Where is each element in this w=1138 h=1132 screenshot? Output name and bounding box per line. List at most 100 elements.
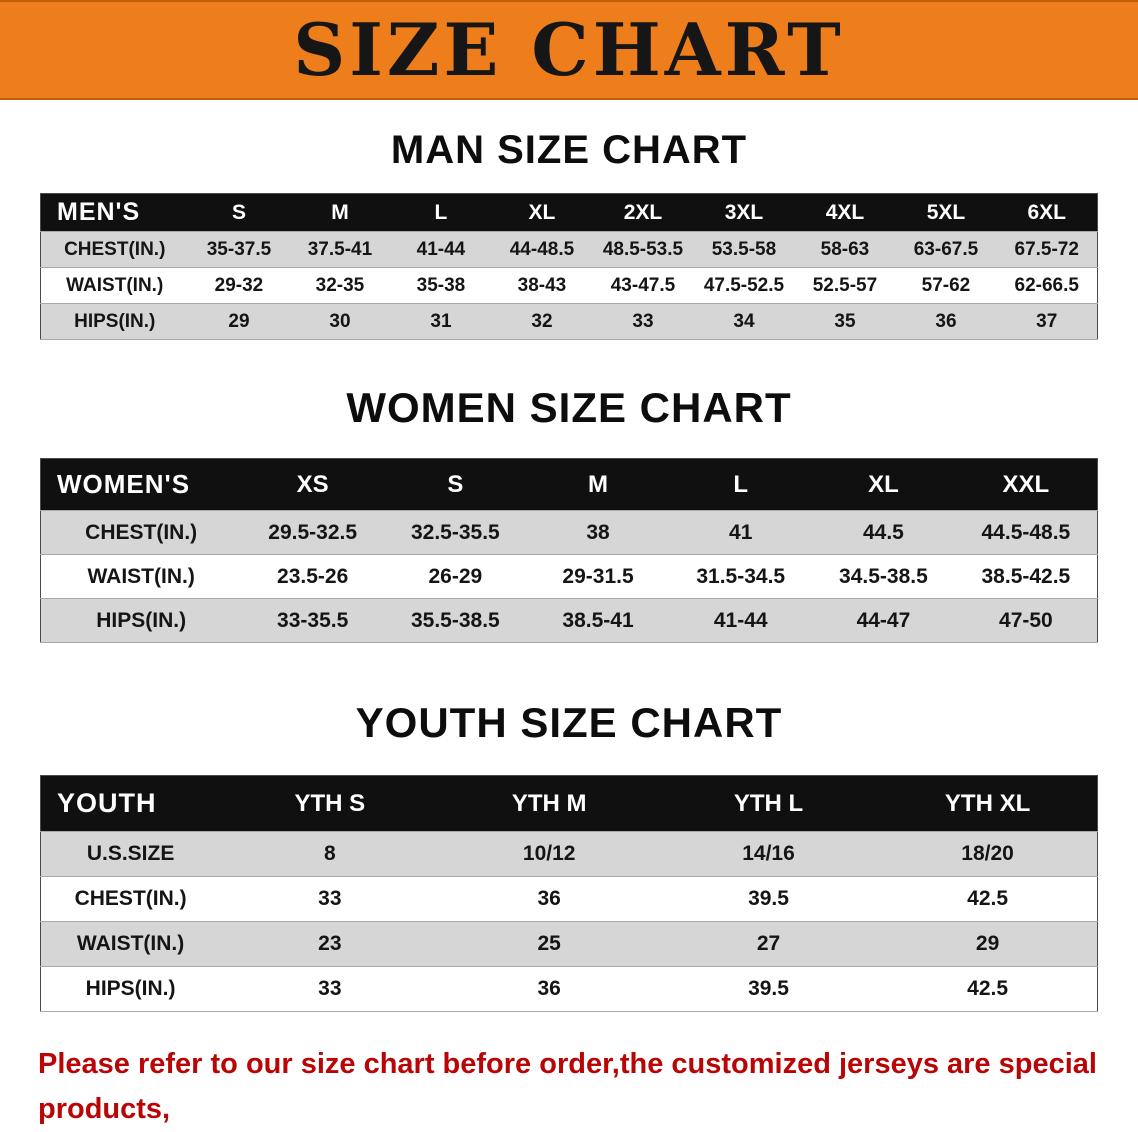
value-cell: 35-37.5 — [188, 231, 290, 268]
value-cell: 63-67.5 — [895, 231, 997, 268]
value-cell: 31.5-34.5 — [669, 554, 813, 599]
disclaimer: Please refer to our size chart before or… — [0, 1042, 1138, 1132]
table-title-cell: WOMEN'S — [40, 458, 242, 511]
value-cell: 41-44 — [390, 231, 492, 268]
value-cell: 37.5-41 — [289, 231, 391, 268]
value-cell: 26-29 — [384, 554, 527, 599]
value-cell: 38-43 — [491, 267, 593, 304]
table-row: WAIST(IN.) 23 25 27 29 — [40, 921, 1098, 967]
value-cell: 53.5-58 — [693, 231, 795, 268]
row-label-cell: HIPS(IN.) — [40, 303, 189, 340]
value-cell: 42.5 — [878, 876, 1098, 922]
table-row: WAIST(IN.) 23.5-26 26-29 29-31.5 31.5-34.5 34… — [40, 554, 1098, 599]
size-header-cell: 5XL — [895, 193, 997, 232]
table-header-row: MEN'S S M L XL 2XL 3XL 4XL 5XL 6XL — [40, 193, 1098, 232]
women-section-heading: WOMEN SIZE CHART — [346, 384, 792, 431]
value-cell: 36 — [895, 303, 997, 340]
value-cell: 33-35.5 — [241, 598, 385, 643]
women-size-section: WOMEN SIZE CHART WOMEN'S XS S M L XL XXL CHEST(… — [0, 384, 1138, 643]
size-header-cell: XL — [491, 193, 593, 232]
value-cell: 41-44 — [669, 598, 813, 643]
men-size-table: MEN'S S M L XL 2XL 3XL 4XL 5XL 6XL CHEST(IN.) 35-37… — [40, 193, 1098, 340]
youth-size-section: YOUTH SIZE CHART YOUTH YTH S YTH M YTH L YTH… — [0, 699, 1138, 1012]
disclaimer-line-1: Please refer to our size chart before or… — [38, 1048, 1097, 1125]
value-cell: 52.5-57 — [794, 267, 896, 304]
value-cell: 29 — [878, 921, 1098, 967]
value-cell: 38.5-42.5 — [954, 554, 1098, 599]
table-row: U.S.SIZE 8 10/12 14/16 18/20 — [40, 831, 1098, 877]
table-header-row: WOMEN'S XS S M L XL XXL — [40, 458, 1098, 511]
value-cell: 58-63 — [794, 231, 896, 268]
value-cell: 47.5-52.5 — [693, 267, 795, 304]
value-cell: 44-47 — [812, 598, 955, 643]
value-cell: 33 — [220, 876, 440, 922]
row-label-cell: HIPS(IN.) — [40, 966, 221, 1012]
value-cell: 10/12 — [439, 831, 659, 877]
table-row: HIPS(IN.) 29 30 31 32 33 34 35 36 37 — [40, 303, 1098, 340]
value-cell: 39.5 — [658, 876, 879, 922]
size-header-cell: YTH XL — [878, 775, 1098, 832]
value-cell: 57-62 — [895, 267, 997, 304]
value-cell: 25 — [439, 921, 659, 967]
table-title-cell: YOUTH — [40, 775, 221, 832]
size-header-cell: XS — [241, 458, 385, 511]
row-label-cell: WAIST(IN.) — [40, 267, 189, 304]
value-cell: 38.5-41 — [526, 598, 670, 643]
value-cell: 29.5-32.5 — [241, 510, 385, 555]
size-header-cell: S — [384, 458, 527, 511]
value-cell: 29-31.5 — [526, 554, 670, 599]
women-size-table: WOMEN'S XS S M L XL XXL CHEST(IN.) 29.5-32.5 32.5… — [40, 458, 1098, 643]
youth-size-table: YOUTH YTH S YTH M YTH L YTH XL U.S.SIZE 8 10/12… — [40, 775, 1098, 1012]
row-label-cell: CHEST(IN.) — [40, 876, 221, 922]
value-cell: 35.5-38.5 — [384, 598, 527, 643]
table-row: CHEST(IN.) 33 36 39.5 42.5 — [40, 876, 1098, 922]
value-cell: 32 — [491, 303, 593, 340]
table-header-row: YOUTH YTH S YTH M YTH L YTH XL — [40, 775, 1098, 832]
row-label-cell: U.S.SIZE — [40, 831, 221, 877]
size-header-cell: YTH M — [439, 775, 659, 832]
size-header-cell: M — [526, 458, 670, 511]
value-cell: 43-47.5 — [592, 267, 694, 304]
size-header-cell: YTH L — [658, 775, 879, 832]
size-header-cell: 2XL — [592, 193, 694, 232]
banner: SIZE CHART — [0, 0, 1138, 100]
youth-section-heading: YOUTH SIZE CHART — [355, 699, 783, 746]
value-cell: 44.5 — [812, 510, 955, 555]
value-cell: 36 — [439, 876, 659, 922]
value-cell: 29-32 — [188, 267, 290, 304]
value-cell: 44-48.5 — [491, 231, 593, 268]
value-cell: 27 — [658, 921, 879, 967]
value-cell: 34.5-38.5 — [812, 554, 955, 599]
size-header-cell: 6XL — [996, 193, 1098, 232]
value-cell: 36 — [439, 966, 659, 1012]
row-label-cell: HIPS(IN.) — [40, 598, 242, 643]
value-cell: 23 — [220, 921, 440, 967]
value-cell: 62-66.5 — [996, 267, 1098, 304]
size-header-cell: L — [390, 193, 492, 232]
table-row: CHEST(IN.) 29.5-32.5 32.5-35.5 38 41 44.5 44.5… — [40, 510, 1098, 555]
value-cell: 38 — [526, 510, 670, 555]
size-header-cell: 4XL — [794, 193, 896, 232]
value-cell: 35-38 — [390, 267, 492, 304]
value-cell: 8 — [220, 831, 440, 877]
value-cell: 33 — [220, 966, 440, 1012]
value-cell: 18/20 — [878, 831, 1098, 877]
page-title: SIZE CHART — [293, 7, 845, 92]
table-row: WAIST(IN.) 29-32 32-35 35-38 38-43 43-47.5 47.… — [40, 267, 1098, 304]
value-cell: 31 — [390, 303, 492, 340]
size-header-cell: 3XL — [693, 193, 795, 232]
value-cell: 29 — [188, 303, 290, 340]
value-cell: 32.5-35.5 — [384, 510, 527, 555]
table-row: CHEST(IN.) 35-37.5 37.5-41 41-44 44-48.5 48.5… — [40, 231, 1098, 268]
table-row: HIPS(IN.) 33-35.5 35.5-38.5 38.5-41 41-44 44-… — [40, 598, 1098, 643]
size-header-cell: S — [188, 193, 290, 232]
value-cell: 23.5-26 — [241, 554, 385, 599]
value-cell: 30 — [289, 303, 391, 340]
men-size-section: MAN SIZE CHART MEN'S S M L XL 2XL 3XL 4XL 5XL 6XL… — [0, 128, 1138, 340]
row-label-cell: CHEST(IN.) — [40, 510, 242, 555]
value-cell: 32-35 — [289, 267, 391, 304]
size-header-cell: XL — [812, 458, 955, 511]
value-cell: 48.5-53.5 — [592, 231, 694, 268]
value-cell: 39.5 — [658, 966, 879, 1012]
